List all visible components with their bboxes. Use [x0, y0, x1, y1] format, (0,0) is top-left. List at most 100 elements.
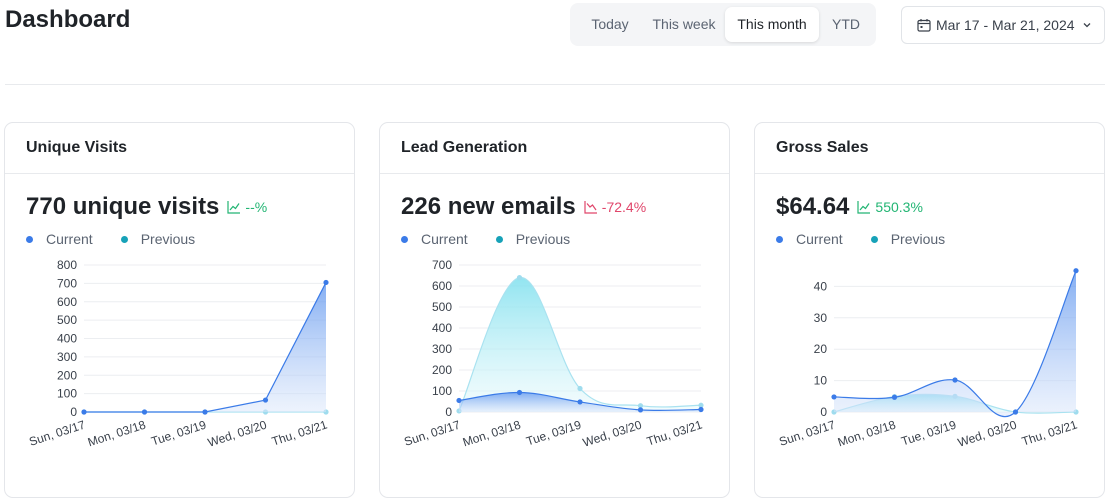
trend-up-icon — [227, 201, 241, 214]
data-point-current[interactable] — [141, 409, 148, 415]
lead-generation-chart: 0 100 200 300 400 500 600 700 Sun, 03/17 Mon, 03/… — [402, 258, 704, 450]
chevron-down-icon — [1083, 23, 1090, 28]
series-line-current — [833, 270, 1077, 418]
series-area-previous — [459, 277, 701, 412]
x-tick-label: Tue, 03/19 — [524, 417, 583, 448]
x-tick-label: Wed, 03/20 — [956, 417, 1019, 449]
data-point-previous[interactable] — [637, 403, 644, 409]
chart-legend: Current Previous — [776, 231, 973, 247]
tab-today[interactable]: Today — [591, 16, 629, 32]
unique-visits-chart: 0 100 200 300 400 500 600 700 800 Sun, 03/17 Mon, … — [27, 258, 329, 450]
y-tick-label: 10 — [814, 374, 828, 388]
delta-value: -72.4% — [601, 199, 647, 215]
data-point-current[interactable] — [891, 394, 898, 400]
delta-badge: -72.4% — [584, 199, 646, 215]
metric-row: 770 unique visits --% — [26, 193, 267, 221]
data-point-previous[interactable] — [516, 275, 523, 281]
legend-previous-label: Previous — [140, 231, 196, 247]
x-tick-label: Wed, 03/20 — [581, 417, 644, 449]
y-tick-label: 0 — [820, 405, 827, 419]
legend-previous[interactable]: Previous — [870, 231, 945, 247]
data-point-current[interactable] — [1012, 409, 1019, 415]
legend-current[interactable]: Current — [401, 231, 468, 247]
x-tick-label: Tue, 03/19 — [149, 417, 208, 448]
y-tick-label: 20 — [814, 342, 828, 356]
x-tick-label: Sun, 03/17 — [777, 417, 837, 448]
data-point-current[interactable] — [831, 394, 837, 400]
data-point-current[interactable] — [323, 279, 329, 286]
y-tick-label: 0 — [445, 405, 452, 419]
metric-value: 226 new emails — [401, 193, 576, 220]
page-title: Dashboard — [5, 6, 131, 33]
legend-previous[interactable]: Previous — [120, 231, 196, 247]
gross-sales-chart: 0 10 20 30 40 Sun, 03/17 Mon, 03/18 Tue, 03/19W… — [777, 268, 1079, 450]
date-range-label: Mar 17 - Mar 21, 2024 — [936, 17, 1075, 33]
data-point-current[interactable] — [516, 389, 523, 396]
data-point-current[interactable] — [952, 377, 958, 383]
x-tick-label: Thu, 03/21 — [1020, 417, 1079, 448]
x-tick-label: Wed, 03/20 — [206, 417, 269, 449]
delta-value: --% — [245, 199, 268, 215]
y-tick-label: 100 — [432, 384, 452, 398]
legend-current[interactable]: Current — [26, 231, 93, 247]
tab-this-month[interactable]: This month — [725, 7, 819, 42]
metric-row: 226 new emails -72.4% — [401, 193, 646, 221]
metric-row: $64.64 550.3% — [776, 193, 923, 221]
tab-ytd[interactable]: YTD — [832, 16, 860, 32]
y-tick-label: 800 — [57, 258, 77, 272]
y-tick-label: 400 — [57, 332, 77, 346]
y-tick-label: 300 — [57, 350, 77, 364]
legend-current[interactable]: Current — [776, 231, 843, 247]
x-tick-label: Mon, 03/18 — [461, 417, 523, 449]
legend-current-label: Current — [421, 231, 468, 247]
tab-this-week[interactable]: This week — [652, 16, 716, 32]
data-point-current[interactable] — [81, 409, 87, 415]
legend-dot-current — [26, 235, 33, 243]
delta-badge: 550.3% — [857, 199, 923, 215]
data-point-current[interactable] — [637, 407, 644, 413]
x-tick-label: Thu, 03/21 — [270, 417, 329, 448]
data-point-current[interactable] — [577, 399, 583, 405]
x-tick-label: Sun, 03/17 — [27, 417, 87, 448]
delta-badge: --% — [227, 199, 267, 215]
metric-value: $64.64 — [776, 193, 850, 220]
trend-down-icon — [584, 201, 597, 214]
legend-dot-previous — [495, 235, 503, 243]
x-tick-label: Mon, 03/18 — [836, 417, 898, 449]
date-range-tabs: Today This week This month YTD — [570, 3, 876, 46]
y-tick-label: 300 — [432, 342, 452, 356]
series-area-current — [834, 270, 1076, 417]
data-point-current[interactable] — [456, 397, 462, 404]
y-tick-label: 400 — [432, 321, 452, 335]
legend-previous[interactable]: Previous — [495, 231, 571, 247]
y-tick-label: 500 — [57, 313, 77, 327]
y-tick-label: 700 — [57, 276, 77, 290]
gross-sales-card: Gross Sales $64.64 550.3% Current Previo… — [754, 122, 1105, 498]
y-tick-label: 600 — [432, 279, 452, 293]
data-point-previous[interactable] — [698, 402, 704, 408]
metric-value: 770 unique visits — [26, 193, 220, 220]
data-point-current[interactable] — [262, 397, 269, 403]
legend-current-label: Current — [46, 231, 93, 247]
y-tick-label: 700 — [432, 258, 452, 272]
data-point-current[interactable] — [1073, 268, 1079, 274]
data-point-previous[interactable] — [577, 385, 583, 392]
x-tick-label: Thu, 03/21 — [645, 417, 704, 448]
legend-dot-current — [401, 235, 408, 243]
unique-visits-card: Unique Visits 770 unique visits --% Curr… — [4, 122, 355, 498]
card-title: Unique Visits — [5, 123, 354, 174]
legend-current-label: Current — [796, 231, 843, 247]
series-area-current — [84, 282, 326, 412]
y-tick-label: 600 — [57, 295, 77, 309]
calendar-icon — [917, 19, 931, 32]
legend-previous-label: Previous — [515, 231, 571, 247]
y-tick-label: 40 — [814, 279, 828, 293]
y-tick-label: 30 — [814, 311, 828, 325]
lead-generation-card: Lead Generation 226 new emails -72.4% Cu… — [379, 122, 730, 498]
data-point-current[interactable] — [202, 409, 208, 415]
date-range-picker[interactable]: Mar 17 - Mar 21, 2024 — [901, 6, 1105, 44]
data-point-current[interactable] — [698, 406, 704, 413]
chart-legend: Current Previous — [26, 231, 223, 247]
card-title: Gross Sales — [755, 123, 1104, 174]
trend-up-icon — [857, 201, 871, 214]
